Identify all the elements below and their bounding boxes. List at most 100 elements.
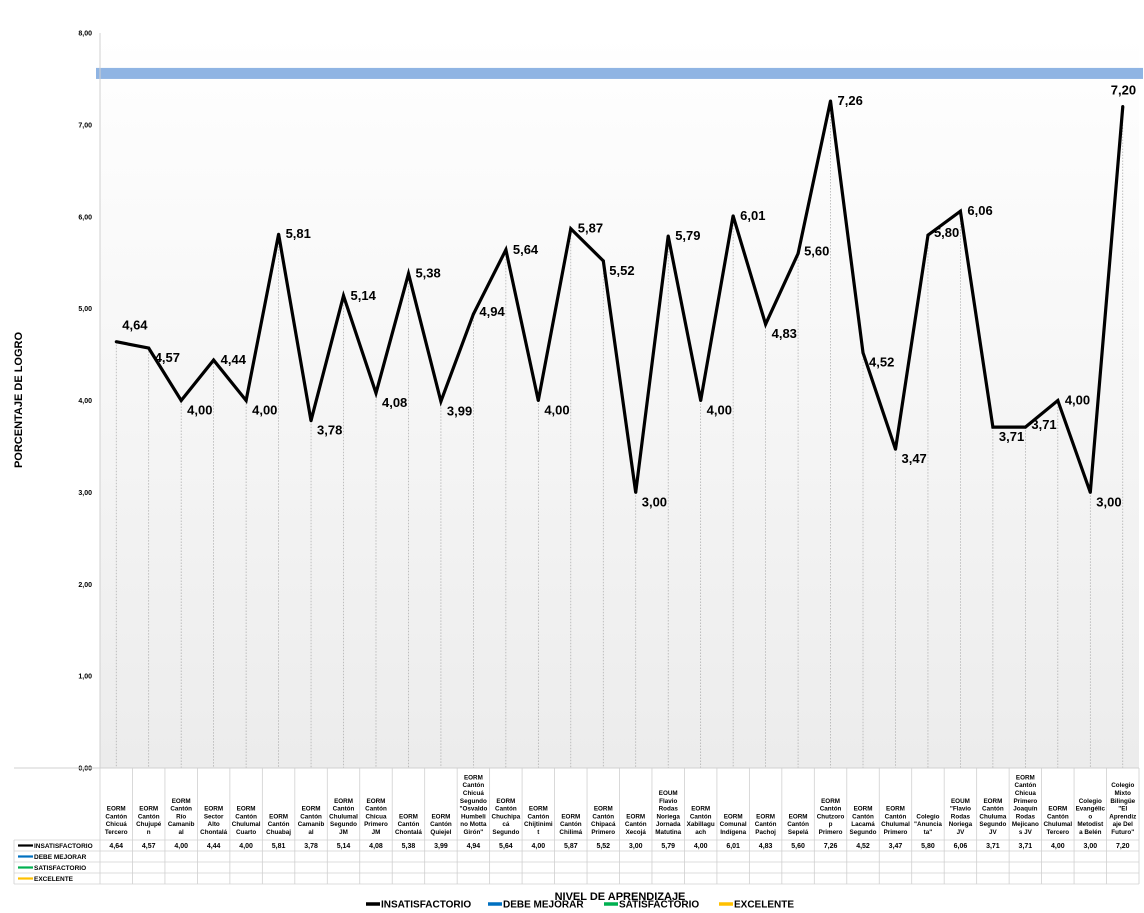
x-tick-label: EORM Cantón Chulumal Tercero [1043, 806, 1072, 836]
data-point [374, 391, 378, 395]
table-cell: 5,14 [337, 843, 351, 850]
legend-entry: INSATISFACTORIO [381, 900, 471, 911]
y-tick-label: 7,00 [78, 122, 92, 129]
x-tick-label: EORM Comunal Indígena [720, 813, 747, 836]
table-cell: 5,38 [402, 843, 416, 850]
legend-entry: SATISFACTORIO [619, 900, 699, 911]
data-label: 4,00 [544, 403, 569, 418]
y-axis-title: PORCENTAJE DE LOGRO [13, 332, 25, 469]
table-row-label: DEBE MEJORAR [34, 854, 87, 861]
data-label: 4,00 [187, 403, 212, 418]
data-point [147, 346, 151, 350]
data-label: 4,00 [707, 403, 732, 418]
data-point [666, 234, 670, 238]
data-label: 4,94 [479, 304, 505, 319]
table-row-label: SATISFACTORIO [34, 865, 86, 872]
x-tick-label: EORM Cantón Chulumal Segundo JM [329, 798, 358, 836]
data-label: 7,20 [1111, 83, 1136, 98]
x-tick-label: Colegio "Anuncia ta" [914, 813, 942, 836]
x-tick-label: EORM Cantón Chulumal Primero [881, 806, 910, 836]
data-point [699, 399, 703, 402]
table-cell: 4,57 [142, 843, 156, 850]
data-point [991, 425, 995, 429]
table-cell: 5,80 [921, 843, 935, 850]
y-tick-label: 5,00 [78, 306, 92, 313]
x-tick-label: EORM Cantón Chijtinimi t [524, 806, 553, 836]
data-label: 3,71 [1031, 417, 1056, 432]
x-tick-label: EORM Cantón Chicuá Segundo "Osvaldo Humbeli no… [459, 774, 487, 836]
table-cell: 5,52 [596, 843, 610, 850]
data-point [796, 252, 800, 255]
table-cell: 4,64 [109, 843, 123, 850]
data-label: 7,26 [838, 93, 863, 108]
x-tick-label: EORM Cantón Camanib al [298, 806, 325, 836]
data-point [179, 399, 183, 402]
x-tick-label: Colegio Mixto Bilingüe "El Aprendiz aje Del Fu… [1109, 782, 1136, 836]
data-point [634, 490, 638, 494]
data-point [861, 351, 865, 355]
reference-band [96, 67, 1143, 79]
series-line-insatisfactorio [115, 100, 1125, 493]
data-point [1088, 490, 1092, 494]
data-label: 3,00 [1096, 494, 1121, 509]
data-label: 5,81 [286, 226, 311, 241]
x-tick-label: EORM Cantón Sepelá [787, 813, 809, 836]
table-cell: 3,71 [1019, 843, 1033, 850]
data-label: 5,52 [609, 263, 634, 278]
y-tick-label: 8,00 [78, 31, 92, 38]
x-tick-label: EOUM "Flavio Rodas Noriega JV [949, 798, 973, 836]
data-label: 6,01 [740, 208, 765, 223]
table-row-label: INSATISFACTORIO [34, 843, 93, 850]
y-tick-label: 6,00 [78, 214, 92, 221]
x-tick-label: EORM Cantón Chutzoro p Primero [817, 798, 845, 836]
table-cell: 4,00 [174, 843, 188, 850]
data-point [926, 233, 930, 237]
table-cell: 4,00 [694, 843, 708, 850]
data-label: 5,87 [578, 221, 603, 236]
table-cell: 4,94 [467, 843, 481, 850]
data-point [1023, 425, 1027, 429]
table-cell: 4,00 [239, 843, 253, 850]
data-point [601, 259, 605, 263]
x-tick-label: EORM Cantón Chicuá Tercero [105, 806, 128, 836]
x-tick-label: EORM Cantón Chulumal Cuarto [232, 806, 261, 836]
y-tick-label: 1,00 [78, 674, 92, 681]
table-cell: 4,44 [207, 843, 221, 850]
data-label: 5,79 [675, 228, 700, 243]
data-label: 5,80 [934, 225, 959, 240]
x-tick-label: EORM Sector Alto Chontalá [200, 806, 227, 836]
x-tick-label: Colegio Evangélic o Metodist a Belén [1076, 798, 1106, 836]
data-point [342, 294, 346, 298]
table-cell: 6,01 [726, 843, 740, 850]
data-point [958, 209, 962, 213]
y-tick-label: 3,00 [78, 490, 92, 497]
table-cell: 4,52 [856, 843, 870, 850]
data-label: 6,06 [967, 203, 992, 218]
data-point [829, 99, 833, 103]
data-label: 3,71 [999, 429, 1024, 444]
x-axis-title: NIVEL DE APRENDIZAJE [555, 891, 686, 903]
x-tick-label: EORM Cantón Chuluma Segundo JV [979, 798, 1006, 836]
data-label: 5,14 [351, 288, 377, 303]
y-tick-label: 0,00 [78, 766, 92, 773]
data-point [471, 312, 475, 316]
x-tick-label: EORM Cantón Chicua Primero JM [364, 798, 388, 836]
data-label: 3,47 [901, 451, 926, 466]
table-cell: 3,00 [629, 843, 643, 850]
table-cell: 5,81 [272, 843, 286, 850]
table-cell: 4,83 [759, 843, 773, 850]
data-label: 3,78 [317, 423, 342, 438]
data-point [406, 272, 410, 276]
data-point [212, 358, 216, 362]
x-tick-label: EORM Cantón Chuchipa cá Segundo [492, 798, 521, 836]
x-tick-label: EORM Cantón Chicua Primero Joaquín Rodas Mejic… [1012, 774, 1039, 836]
table-cell: 3,00 [1083, 843, 1097, 850]
legend-entry: EXCELENTE [734, 900, 794, 911]
data-label: 5,60 [804, 244, 829, 259]
x-tick-label: EORM Cantón Chujupé n [136, 806, 162, 836]
table-cell: 3,99 [434, 843, 448, 850]
x-tick-label: EORM Cantón Xabillagu ach [687, 806, 715, 836]
table-cell: 4,00 [532, 843, 546, 850]
table-cell: 7,26 [824, 843, 838, 850]
